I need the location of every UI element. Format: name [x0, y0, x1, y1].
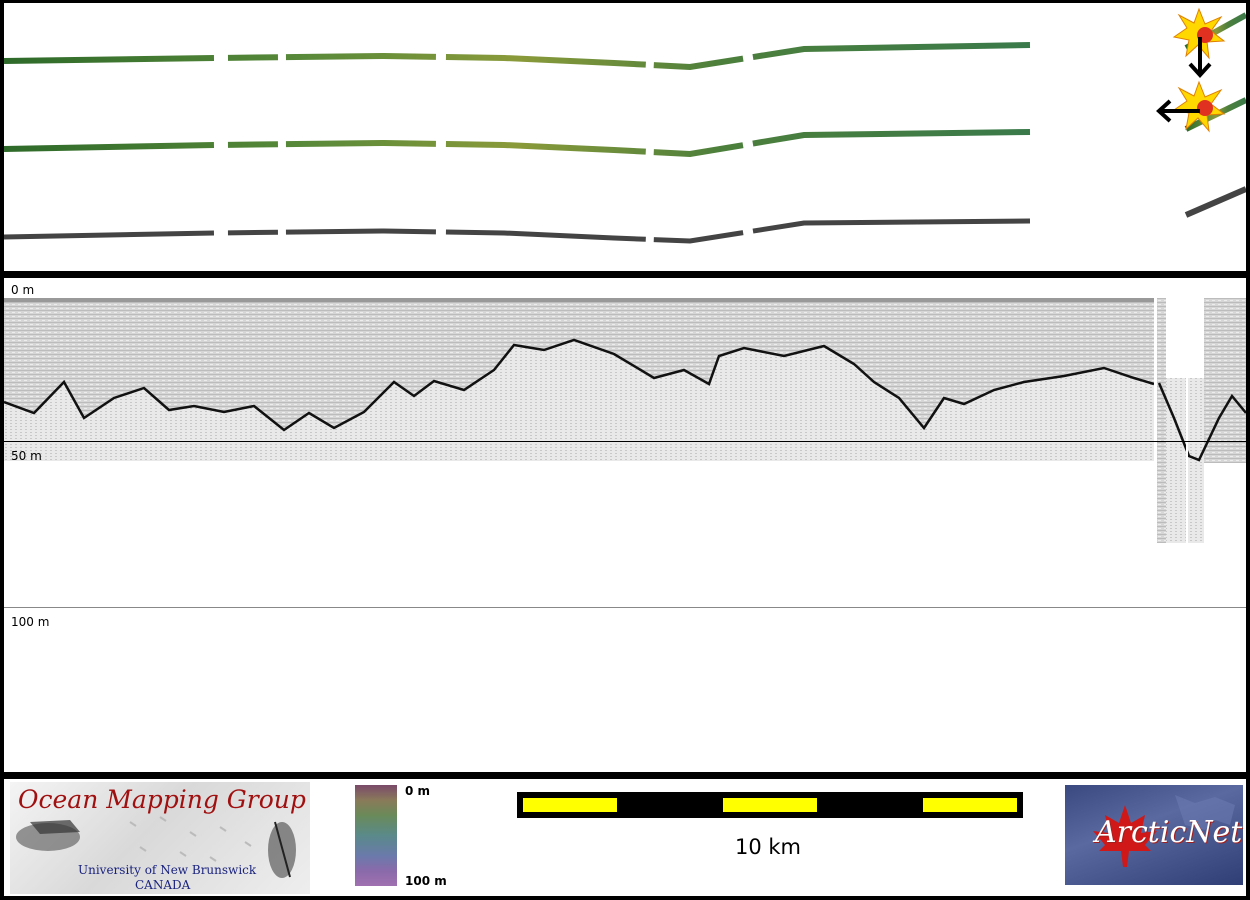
plan-view-panel — [4, 3, 1246, 271]
profile-panel: 0 m 50 m 100 m — [4, 278, 1246, 772]
arrow-down-icon — [1188, 37, 1212, 78]
omg-title: Ocean Mapping Group — [18, 785, 306, 814]
swath-strip-top — [4, 12, 1246, 71]
arcticnet-name: ArcticNet — [1095, 815, 1243, 850]
colorbar-bottom-label: 100 m — [405, 874, 447, 888]
omg-logo-art — [16, 816, 296, 878]
swath-strips — [4, 7, 1246, 244]
depth-label-0: 0 m — [11, 283, 35, 297]
arcticnet-logo: ArcticNet — [1065, 785, 1243, 885]
seafloor-reflector — [4, 338, 1155, 432]
scale-bar — [517, 792, 1023, 818]
seismic-profile — [4, 298, 1246, 543]
maple-leaf-icon — [1093, 795, 1235, 867]
omg-country: CANADA — [135, 878, 191, 892]
colorbar-top-label: 0 m — [405, 784, 431, 798]
depth-line-50 — [4, 441, 1246, 442]
swath-strip-bottom — [4, 186, 1246, 244]
scale-bar-label: 10 km — [735, 835, 802, 859]
omg-university: University of New Brunswick — [78, 863, 257, 877]
scale-bar-segment — [723, 798, 817, 812]
depth-colorbar — [355, 785, 397, 886]
scale-bar-segment — [523, 798, 617, 812]
explosion-icon — [1172, 80, 1226, 133]
footer-panel: Ocean Mapping Group University of New Br… — [4, 779, 1246, 896]
ocean-mapping-group-logo — [10, 782, 310, 894]
depth-label-100: 100 m — [11, 615, 50, 629]
swath-strip-middle — [4, 97, 1246, 158]
depth-line-100 — [4, 607, 1246, 608]
arrow-left-icon — [1156, 99, 1200, 123]
scale-bar-segment — [923, 798, 1017, 812]
depth-label-50: 50 m — [11, 449, 42, 463]
